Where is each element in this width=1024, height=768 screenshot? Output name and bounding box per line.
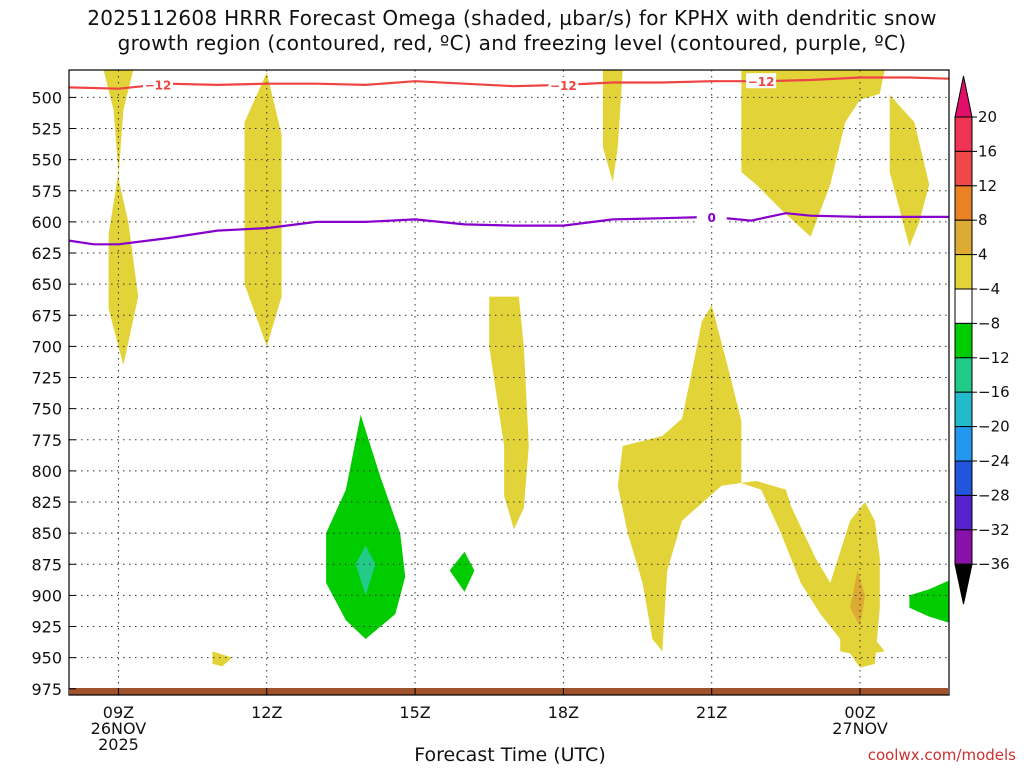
y-tick-label: 625: [31, 244, 62, 263]
omega-region-1: [244, 72, 282, 347]
x-tick-label: 15Z: [399, 703, 430, 722]
x-tick-label: 18Z: [548, 703, 579, 722]
y-tick-label: 875: [31, 555, 62, 574]
omega-region-3: [326, 414, 406, 639]
y-tick-label: 925: [31, 618, 62, 637]
y-tick-label: 725: [31, 369, 62, 388]
colorbar-label: −20: [978, 418, 1010, 436]
colorbar-label: −24: [978, 452, 1010, 470]
grid-layer: [69, 70, 949, 695]
y-tick-label: 525: [31, 120, 62, 139]
y-tick-label: 850: [31, 524, 62, 543]
title-line-2: growth region (contoured, red, ºC) and f…: [117, 31, 907, 55]
colorbar-swatch: [954, 150, 973, 187]
credit-link[interactable]: coolwx.com/models: [867, 746, 1016, 764]
omega-region-11: [741, 70, 885, 237]
y-tick-label: 800: [31, 462, 62, 481]
y-tick-label: 975: [31, 680, 62, 699]
title-line-1: 2025112608 HRRR Forecast Omega (shaded, …: [87, 6, 937, 30]
omega-region-2: [212, 651, 233, 667]
ground-strip: [70, 688, 948, 695]
colorbar: 20 16 12 8 4 −4 −8 −12 −16 −20 −24 −28 −32 −36: [954, 75, 1010, 605]
y-tick-label: 900: [31, 586, 62, 605]
y-tick-label: 600: [31, 213, 62, 232]
colorbar-label: 12: [978, 177, 997, 195]
colorbar-swatch: [954, 426, 973, 462]
dgz-contour-label: −12: [145, 79, 172, 93]
omega-region-7: [602, 70, 623, 183]
y-tick-label: 950: [31, 649, 62, 668]
omega-region-5: [449, 551, 475, 592]
dgz-contour-label-bg: [746, 73, 777, 89]
y-tick-label: 650: [31, 275, 62, 294]
x-tick-label: 26NOV: [91, 719, 147, 738]
colorbar-swatch: [954, 391, 973, 428]
omega-region-12: [889, 94, 930, 247]
chart-title: 2025112608 HRRR Forecast Omega (shaded, …: [0, 6, 1024, 56]
colorbar-label: −32: [978, 521, 1010, 539]
colorbar-label: 16: [978, 142, 997, 160]
dgz-contour-label-bg: [548, 76, 579, 92]
y-tick-label: 550: [31, 151, 62, 170]
dgz-contour-label: −12: [748, 75, 775, 89]
colorbar-label: −8: [978, 314, 1000, 332]
colorbar-swatch: [954, 322, 973, 359]
freezing-level-contour-line: [68, 212, 949, 246]
colorbar-label: 4: [978, 246, 988, 264]
dgz-contour-line: [68, 76, 950, 90]
omega-region-4: [355, 545, 376, 596]
omega-region-8: [617, 305, 885, 656]
colorbar-swatch: [954, 460, 973, 496]
y-tick-label: 750: [31, 400, 62, 419]
x-tick-label: 21Z: [696, 703, 727, 722]
y-tick-label: 575: [31, 182, 62, 201]
colorbar-swatch: [954, 288, 973, 324]
colorbar-label: −28: [978, 486, 1010, 504]
colorbar-swatch: [954, 529, 973, 565]
x-tick-label: 00Z: [844, 703, 875, 722]
dgz-contour-label-bg: [142, 76, 173, 92]
colorbar-swatch: [954, 494, 973, 531]
x-tick-label: 12Z: [251, 703, 282, 722]
omega-shading-layer: [103, 70, 949, 668]
freezing-level-contour-label: 0: [708, 211, 716, 225]
y-tick-label: 500: [31, 88, 62, 107]
colorbar-top-cap: [954, 75, 973, 118]
omega-region-6: [489, 296, 529, 530]
colorbar-label: −36: [978, 555, 1010, 573]
omega-region-0: [103, 70, 139, 366]
x-tick-label: 09Z: [103, 703, 134, 722]
x-tick-label: 27NOV: [832, 719, 888, 738]
x-axis-label: Forecast Time (UTC): [414, 744, 606, 766]
colorbar-swatch: [954, 116, 973, 152]
ground-layer: [70, 688, 948, 695]
colorbar-label: −4: [978, 280, 1000, 298]
y-tick-label: 700: [31, 337, 62, 356]
y-tick-label: 675: [31, 306, 62, 325]
colorbar-swatch: [954, 254, 973, 290]
colorbar-label: 8: [978, 211, 988, 229]
colorbar-swatch: [954, 357, 973, 393]
colorbar-label: −16: [978, 383, 1010, 401]
contour-layer: −12 −12 −12 0: [68, 73, 950, 246]
omega-region-9: [825, 502, 880, 668]
y-tick-label: 775: [31, 431, 62, 450]
omega-region-10: [850, 570, 865, 627]
colorbar-bottom-cap: [954, 563, 973, 605]
colorbar-label: 20: [978, 108, 997, 126]
colorbar-label: −12: [978, 349, 1010, 367]
colorbar-swatch: [954, 219, 973, 256]
freezing-level-contour-label-bg: [696, 208, 727, 224]
y-axis: 500 525 550 575 600 625 650 675 700 725 750 775 800 8…: [31, 88, 76, 699]
y-tick-label: 825: [31, 493, 62, 512]
x-tick-label: 2025: [98, 735, 139, 754]
omega-region-13: [909, 580, 949, 623]
plot-frame: [68, 69, 950, 696]
dgz-contour-label: −12: [550, 79, 577, 93]
colorbar-swatch: [954, 185, 973, 221]
